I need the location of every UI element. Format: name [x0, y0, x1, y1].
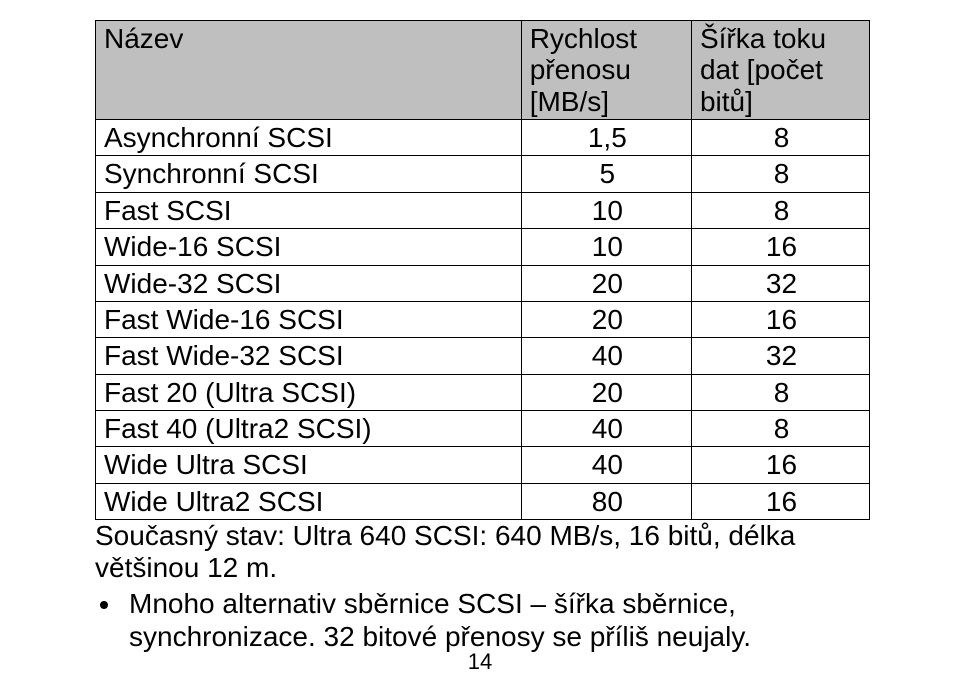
cell-name: Fast 40 (Ultra2 SCSI) — [96, 410, 522, 446]
cell-width: 16 — [691, 229, 869, 265]
table-row: Fast 40 (Ultra2 SCSI)408 — [96, 410, 870, 446]
table-header-row: Název Rychlost přenosu [MB/s] Šířka toku… — [96, 21, 870, 120]
cell-speed: 5 — [521, 156, 691, 192]
bullet-item: Mnoho alternativ sběrnice SCSI – šířka s… — [123, 588, 870, 652]
table-row: Fast SCSI108 — [96, 192, 870, 228]
col-header-name: Název — [96, 21, 522, 120]
table-row: Fast 20 (Ultra SCSI)208 — [96, 374, 870, 410]
cell-speed: 40 — [521, 410, 691, 446]
page-number: 14 — [0, 649, 960, 675]
table-row: Synchronní SCSI58 — [96, 156, 870, 192]
cell-speed: 20 — [521, 265, 691, 301]
cell-width: 8 — [691, 120, 869, 156]
cell-width: 8 — [691, 192, 869, 228]
cell-name: Asynchronní SCSI — [96, 120, 522, 156]
cell-name: Wide-16 SCSI — [96, 229, 522, 265]
col-header-speed: Rychlost přenosu [MB/s] — [521, 21, 691, 120]
cell-width: 32 — [691, 338, 869, 374]
cell-width: 8 — [691, 410, 869, 446]
cell-name: Wide-32 SCSI — [96, 265, 522, 301]
cell-name: Fast Wide-16 SCSI — [96, 301, 522, 337]
cell-width: 8 — [691, 374, 869, 410]
cell-speed: 20 — [521, 374, 691, 410]
scsi-table: Název Rychlost přenosu [MB/s] Šířka toku… — [95, 20, 870, 520]
cell-speed: 10 — [521, 229, 691, 265]
table-row: Fast Wide-16 SCSI2016 — [96, 301, 870, 337]
cell-speed: 80 — [521, 483, 691, 519]
cell-width: 8 — [691, 156, 869, 192]
table-row: Asynchronní SCSI1,58 — [96, 120, 870, 156]
cell-width: 32 — [691, 265, 869, 301]
cell-width: 16 — [691, 483, 869, 519]
cell-speed: 10 — [521, 192, 691, 228]
caption-text: Současný stav: Ultra 640 SCSI: 640 MB/s,… — [95, 520, 870, 584]
cell-speed: 1,5 — [521, 120, 691, 156]
cell-name: Synchronní SCSI — [96, 156, 522, 192]
cell-name: Fast SCSI — [96, 192, 522, 228]
table-row: Wide-16 SCSI1016 — [96, 229, 870, 265]
table-row: Wide Ultra2 SCSI8016 — [96, 483, 870, 519]
cell-speed: 40 — [521, 338, 691, 374]
cell-width: 16 — [691, 301, 869, 337]
table-row: Wide-32 SCSI2032 — [96, 265, 870, 301]
document-page: Název Rychlost přenosu [MB/s] Šířka toku… — [0, 0, 960, 693]
table-row: Fast Wide-32 SCSI4032 — [96, 338, 870, 374]
cell-speed: 20 — [521, 301, 691, 337]
bullet-list: Mnoho alternativ sběrnice SCSI – šířka s… — [95, 588, 870, 652]
cell-name: Fast Wide-32 SCSI — [96, 338, 522, 374]
cell-width: 16 — [691, 447, 869, 483]
cell-speed: 40 — [521, 447, 691, 483]
cell-name: Fast 20 (Ultra SCSI) — [96, 374, 522, 410]
table-row: Wide Ultra SCSI4016 — [96, 447, 870, 483]
cell-name: Wide Ultra SCSI — [96, 447, 522, 483]
cell-name: Wide Ultra2 SCSI — [96, 483, 522, 519]
col-header-width: Šířka toku dat [počet bitů] — [691, 21, 869, 120]
